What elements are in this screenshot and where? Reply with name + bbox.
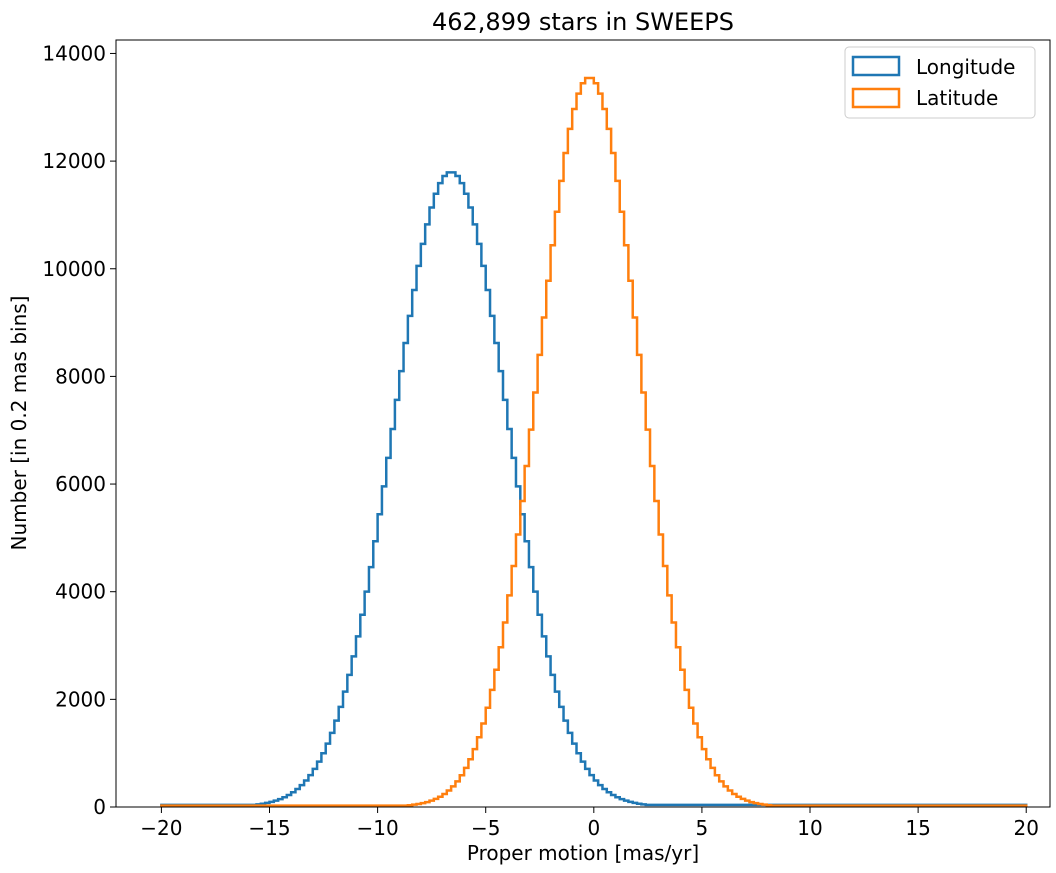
y-axis: 0 2000 4000 6000 8000 10000 12000 14000: [42, 41, 116, 819]
y-tick-label: 2000: [55, 687, 106, 711]
plot-area: [160, 76, 1028, 807]
axes-frame: [115, 39, 1051, 808]
y-tick-label: 8000: [55, 364, 106, 388]
x-tick-label: 15: [905, 816, 930, 840]
legend-label-longitude: Longitude: [916, 55, 1015, 79]
chart-title: 462,899 stars in SWEEPS: [432, 8, 734, 36]
series-line-longitude: [160, 171, 1028, 807]
y-tick-label: 0: [93, 795, 106, 819]
legend: Longitude Latitude: [844, 46, 1036, 119]
x-tick-label: 20: [1013, 816, 1038, 840]
legend-box: [844, 46, 1036, 119]
y-tick-label: 14000: [42, 41, 106, 65]
x-tick-label: −15: [248, 816, 290, 840]
legend-label-latitude: Latitude: [916, 86, 998, 110]
y-tick-label: 10000: [42, 257, 106, 281]
y-tick-label: 6000: [55, 472, 106, 496]
x-axis-label: Proper motion [mas/yr]: [467, 841, 699, 865]
y-tick-label: 12000: [42, 149, 106, 173]
x-tick-label: −10: [356, 816, 398, 840]
x-axis: −20 −15 −10 −5 0 5 10 15 20: [140, 807, 1039, 840]
y-tick-label: 4000: [55, 580, 106, 604]
x-tick-label: 10: [797, 816, 822, 840]
x-tick-label: −5: [471, 816, 500, 840]
x-tick-label: 0: [587, 816, 600, 840]
x-tick-label: 5: [696, 816, 709, 840]
series-line-latitude: [160, 76, 1028, 807]
x-tick-label: −20: [140, 816, 182, 840]
y-axis-label: Number [in 0.2 mas bins]: [7, 296, 31, 551]
legend-swatch-latitude: [851, 87, 901, 109]
legend-swatch-longitude: [851, 55, 901, 77]
